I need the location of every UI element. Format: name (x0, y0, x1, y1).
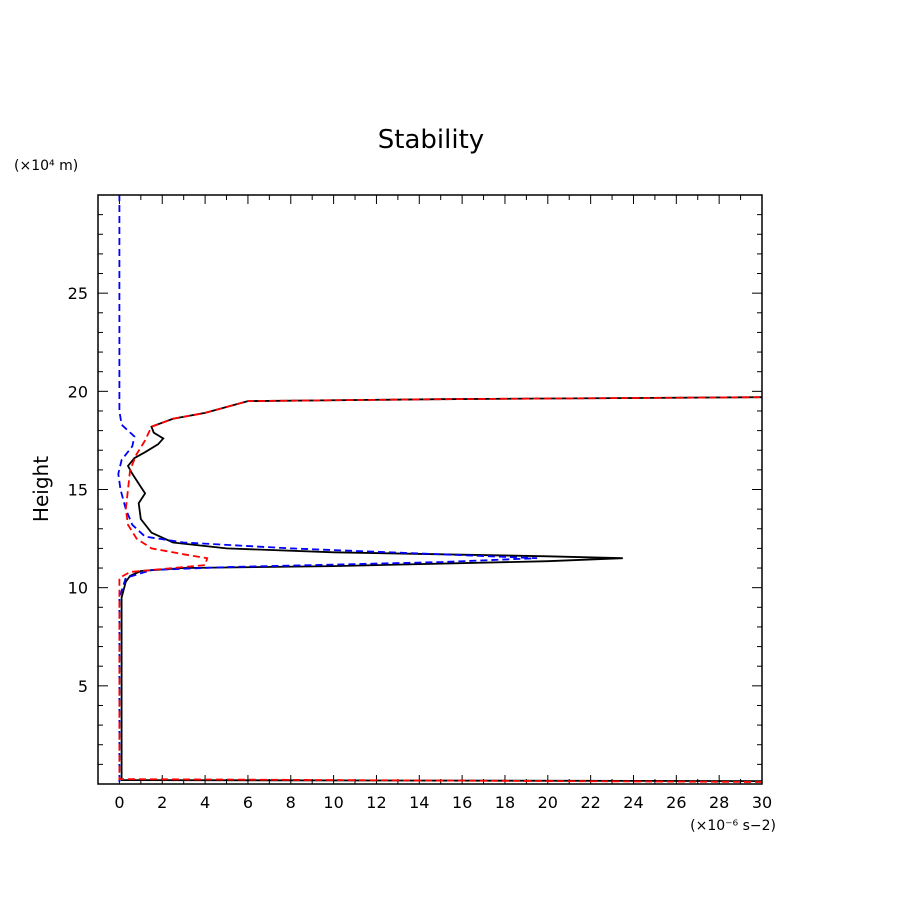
y-tick-label: 10 (68, 579, 88, 598)
series-black-solid (120, 396, 763, 782)
x-tick-label: 24 (623, 793, 643, 812)
y-tick-label: 25 (68, 284, 88, 303)
x-tick-label: 14 (409, 793, 429, 812)
x-tick-label: 12 (366, 793, 386, 812)
y-unit-label: (×10⁴ m) (14, 158, 78, 174)
x-tick-label: 6 (243, 793, 253, 812)
x-tick-label: 2 (157, 793, 167, 812)
x-tick-label: 26 (666, 793, 686, 812)
x-tick-label: 4 (200, 793, 210, 812)
x-tick-label: 16 (452, 793, 472, 812)
x-tick-label: 0 (114, 793, 124, 812)
x-unit-label: (×10⁻⁶ s−2) (690, 818, 776, 834)
x-tick-label: 10 (323, 793, 343, 812)
x-tick-label: 30 (752, 793, 772, 812)
x-tick-label: 8 (286, 793, 296, 812)
x-tick-label: 28 (709, 793, 729, 812)
y-tick-label: 5 (78, 677, 88, 696)
x-tick-label: 22 (580, 793, 600, 812)
chart-title: Stability (378, 125, 484, 155)
y-tick-label: 20 (68, 382, 88, 401)
y-tick-label: 15 (68, 481, 88, 500)
series-blue-dashed (117, 195, 538, 782)
x-tick-label: 20 (538, 793, 558, 812)
series-red-dashed (118, 396, 763, 783)
x-tick-label: 18 (495, 793, 515, 812)
plot-frame (97, 194, 763, 785)
y-axis-label: Height (29, 456, 53, 522)
